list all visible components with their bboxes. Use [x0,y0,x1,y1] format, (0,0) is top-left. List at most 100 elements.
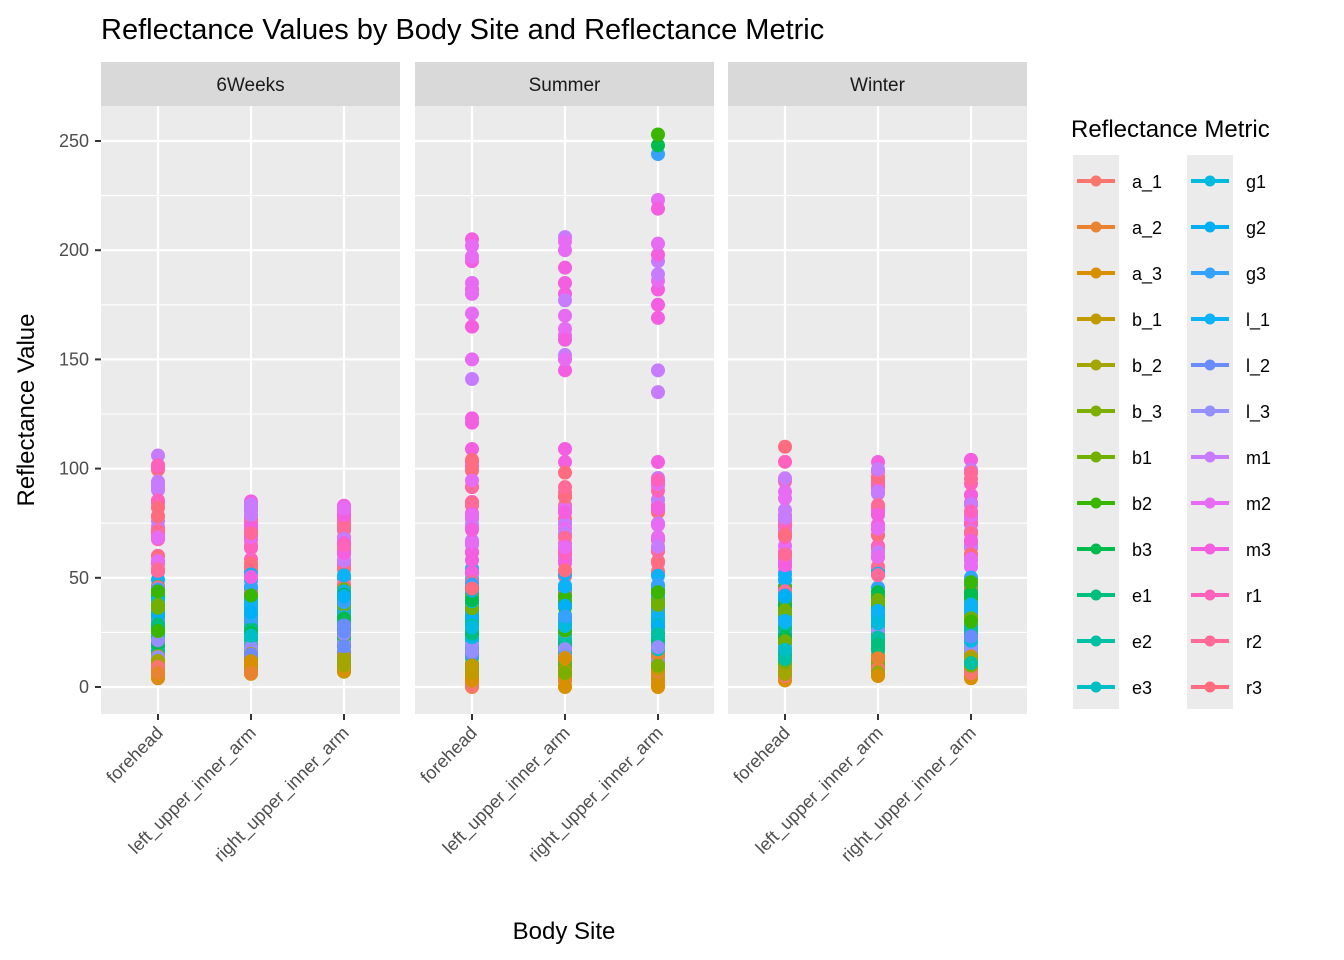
data-point-l_1 [337,568,351,583]
data-point-m3 [244,570,258,585]
facet-strip [101,62,400,106]
data-point-l_2 [964,629,978,644]
data-point-m3 [465,553,479,568]
data-point-m3 [465,522,479,537]
data-point-m2 [151,530,165,545]
data-point-m2 [558,540,572,555]
data-point-m2 [465,535,479,550]
data-point-r3 [651,554,665,569]
legend-item-r3: r3 [1191,678,1262,698]
data-point-m2 [651,236,665,251]
data-point-m1 [558,293,572,308]
legend-key-point [1204,359,1216,371]
legend-key-point [1204,405,1216,417]
data-point-l_2 [337,618,351,633]
data-point-r3 [778,439,792,454]
x-tick-label: forehead [102,723,166,787]
legend-label: b_3 [1132,402,1162,423]
data-point-m3 [871,507,885,522]
data-point-r2 [244,526,258,541]
data-point-a_3 [871,669,885,684]
data-point-r2 [778,547,792,562]
legend-item-l_3: l_3 [1191,402,1270,423]
facet-panels: 6Weeksforeheadleft_upper_inner_armright_… [59,62,1027,866]
legend-item-m3: m3 [1191,540,1271,560]
data-point-b_2 [778,667,792,682]
data-point-m2 [465,352,479,367]
data-point-m1 [871,484,885,499]
data-point-b2 [651,127,665,142]
legend-item-l_2: l_2 [1191,356,1270,377]
legend-key-background [1187,155,1233,709]
data-point-m1 [151,448,165,463]
facet-strip-label: Winter [850,75,906,96]
legend-item-a_1: a_1 [1077,172,1162,193]
data-point-m1 [651,385,665,400]
data-point-g2 [337,589,351,604]
data-point-g3 [558,609,572,624]
legend-item-r1: r1 [1191,586,1262,606]
legend-label: r1 [1246,586,1262,606]
y-tick-label: 200 [59,240,89,260]
data-point-m2 [558,234,572,249]
data-point-m3 [465,319,479,334]
legend-item-e1: e1 [1077,586,1152,606]
points [778,439,978,688]
data-point-m2 [558,352,572,367]
data-point-b1 [151,597,165,612]
legend-key-point [1090,405,1102,417]
legend-key-point [1204,681,1216,693]
data-point-m3 [465,411,479,426]
legend-item-g2: g2 [1191,218,1266,238]
data-point-a_3 [244,655,258,670]
legend-key-point [1090,681,1102,693]
data-point-m2 [465,306,479,321]
data-point-r1 [964,504,978,519]
data-point-a_2 [151,665,165,680]
data-point-m3 [651,310,665,325]
data-point-g1 [558,619,572,634]
legend-key-point [1204,497,1216,509]
data-point-m1 [465,372,479,387]
data-point-m2 [465,238,479,253]
data-point-l_1 [778,572,792,587]
legend-label: a_3 [1132,264,1162,285]
data-point-l_3 [465,644,479,659]
y-tick-label: 150 [59,349,89,369]
y-tick-label: 250 [59,131,89,151]
data-point-r3 [558,465,572,480]
legend-key-point [1204,221,1216,233]
legend-item-b_3: b_3 [1077,402,1162,423]
legend-item-b_2: b_2 [1077,356,1162,377]
data-point-m2 [465,473,479,488]
data-point-m3 [651,247,665,262]
facet-strip [728,62,1027,106]
data-point-m3 [651,297,665,312]
data-point-m3 [558,505,572,520]
legend-label: a_1 [1132,172,1162,193]
data-point-b1 [778,603,792,618]
facet-strip [415,62,714,106]
legend-label: r2 [1246,632,1262,652]
data-point-m3 [558,441,572,456]
legend-label: g3 [1246,264,1266,284]
data-point-l_1 [871,603,885,618]
legend-item-b3: b3 [1077,540,1152,560]
legend-label: b_1 [1132,310,1162,331]
data-point-b2 [151,624,165,639]
x-axis-title: Body Site [513,918,616,945]
data-point-m3 [558,332,572,347]
data-point-m3 [558,260,572,275]
legend-title: Reflectance Metric [1071,116,1270,143]
legend-label: g1 [1246,172,1266,192]
data-point-m3 [465,441,479,456]
legend-label: m1 [1246,448,1271,468]
data-point-r3 [465,581,479,596]
data-point-m2 [337,501,351,516]
data-point-m1 [651,363,665,378]
data-point-m2 [465,275,479,290]
data-point-m3 [558,455,572,470]
data-point-m3 [778,558,792,573]
data-point-m1 [151,478,165,493]
